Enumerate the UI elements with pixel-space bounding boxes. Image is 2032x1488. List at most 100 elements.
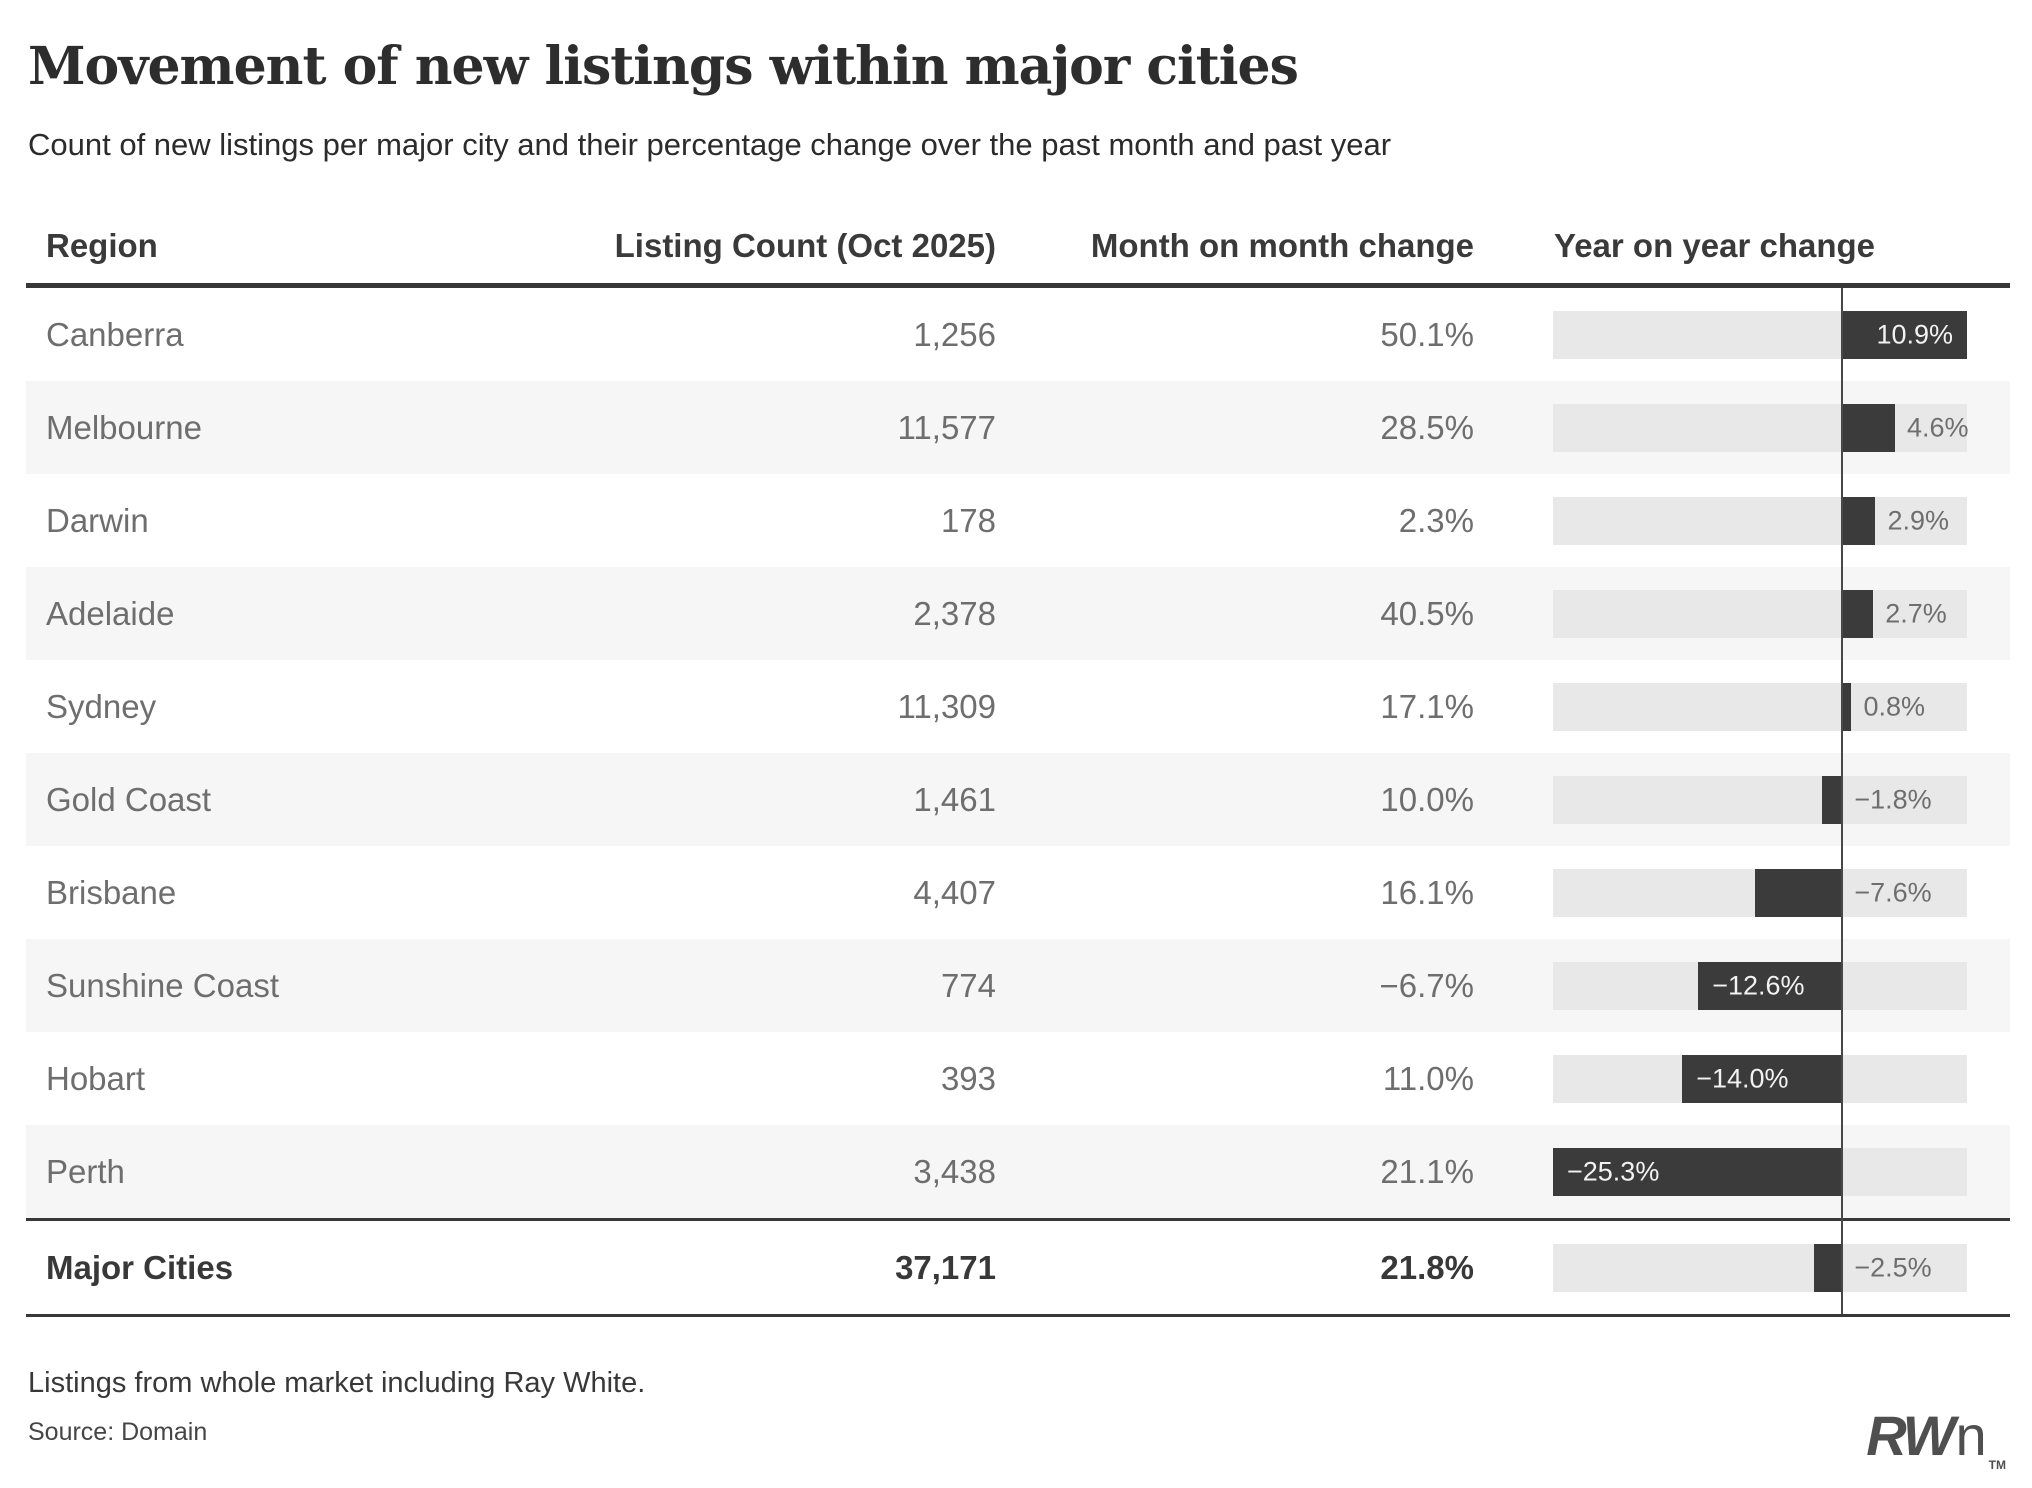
yoy-change-cell: −14.0% [1474, 1054, 2010, 1103]
yoy-bar [1553, 1147, 1843, 1196]
yoy-bar-label: 10.9% [1876, 319, 1953, 349]
listing-count-cell: 178 [940, 501, 996, 539]
yoy-bar-label: −12.6% [1712, 970, 1805, 1000]
column-header-region: Region [46, 227, 158, 264]
table-row: Sydney 11,309 17.1% 0.8% [26, 660, 2010, 753]
zero-axis-line [1841, 288, 1844, 1314]
yoy-change-cell: 0.8% [1474, 682, 2010, 731]
yoy-bar [1842, 403, 1895, 452]
region-cell: Canberra [46, 315, 184, 353]
listing-count-cell: 1,256 [913, 315, 996, 353]
table-row: Perth 3,438 21.1% −25.3% [26, 1125, 2010, 1218]
yoy-bar-label: 0.8% [1863, 691, 1926, 721]
yoy-bar-track: 2.9% [1553, 496, 1967, 545]
listing-count-cell: 11,577 [897, 408, 996, 446]
yoy-change-cell: −7.6% [1474, 868, 2010, 917]
listing-count-cell: 1,461 [913, 780, 996, 818]
yoy-change-cell: 2.7% [1474, 589, 2010, 638]
yoy-change-cell: −1.8% [1474, 775, 2010, 824]
listing-count-cell: 2,378 [913, 594, 996, 632]
yoy-bar [1682, 1054, 1843, 1103]
mom-change-cell: 17.1% [1380, 687, 1474, 725]
yoy-change-cell: 10.9% [1474, 310, 2010, 359]
region-cell: Perth [46, 1152, 125, 1190]
yoy-change-cell: −25.3% [1474, 1147, 2010, 1196]
table-header-row: Region Listing Count (Oct 2025) Month on… [26, 227, 2010, 288]
yoy-bar-track: 0.8% [1553, 682, 1967, 731]
table-row: Hobart 393 11.0% −14.0% [26, 1032, 2010, 1125]
mom-change-cell: 40.5% [1380, 594, 1474, 632]
mom-change-cell: 2.3% [1398, 501, 1474, 539]
yoy-bar [1755, 868, 1843, 917]
listings-table: Region Listing Count (Oct 2025) Month on… [26, 227, 2010, 1317]
yoy-bar-track: −1.8% [1553, 775, 1967, 824]
yoy-bar [1821, 775, 1843, 824]
rwn-logo-n: n [1955, 1404, 1987, 1467]
table-row: Darwin 178 2.3% 2.9% [26, 474, 2010, 567]
rwn-logo-rw: RW [1866, 1404, 1955, 1467]
region-cell: Sunshine Coast [46, 966, 279, 1004]
region-cell: Brisbane [46, 873, 177, 911]
yoy-bar-label: 4.6% [1906, 412, 1969, 442]
listing-count-cell: 4,407 [913, 873, 996, 911]
yoy-bar-label: 2.9% [1887, 505, 1950, 535]
listing-count-cell: 774 [940, 966, 996, 1004]
yoy-bar [1842, 589, 1874, 638]
table-row: Sunshine Coast 774 −6.7% −12.6% [26, 939, 2010, 1032]
table-row: Major Cities 37,171 21.8% −2.5% [26, 1218, 2010, 1314]
mom-change-cell: 28.5% [1380, 408, 1474, 446]
page-subtitle: Count of new listings per major city and… [28, 127, 1392, 162]
region-cell: Adelaide [46, 594, 175, 632]
column-header-listing-count: Listing Count (Oct 2025) [614, 227, 996, 264]
yoy-bar-track: −12.6% [1553, 961, 1967, 1010]
yoy-bar-label: 2.7% [1885, 598, 1947, 628]
listing-count-cell: 11,309 [897, 687, 996, 725]
listing-count-cell: 3,438 [913, 1152, 996, 1190]
table-row: Gold Coast 1,461 10.0% −1.8% [26, 753, 2010, 846]
table-row: Canberra 1,256 50.1% 10.9% [26, 288, 2010, 381]
yoy-bar-track: −2.5% [1553, 1243, 1967, 1292]
column-header-mom-change: Month on month change [1090, 227, 1474, 264]
yoy-bar-label: −2.5% [1854, 1252, 1932, 1282]
region-cell: Darwin [46, 501, 149, 539]
yoy-bar-track: 4.6% [1553, 403, 1969, 452]
yoy-change-cell: 4.6% [1474, 403, 2010, 452]
yoy-bar-label: −25.3% [1567, 1156, 1660, 1186]
mom-change-cell: −6.7% [1379, 966, 1475, 1004]
table-row: Brisbane 4,407 16.1% −7.6% [26, 846, 2010, 939]
column-header-yoy-change: Year on year change [1554, 227, 1875, 264]
listing-count-cell: 393 [940, 1059, 996, 1097]
yoy-bar [1842, 310, 1967, 359]
yoy-bar-label: −14.0% [1696, 1063, 1789, 1093]
yoy-bar [1842, 496, 1876, 545]
mom-change-cell: 16.1% [1380, 873, 1474, 911]
listing-count-cell: 37,171 [895, 1248, 996, 1286]
yoy-bar-track: 10.9% [1553, 310, 1967, 359]
yoy-bar-track: −25.3% [1553, 1147, 1967, 1196]
mom-change-cell: 21.1% [1380, 1152, 1474, 1190]
yoy-bar [1842, 682, 1852, 731]
yoy-bar [1698, 961, 1843, 1010]
yoy-bar-track: −14.0% [1553, 1054, 1967, 1103]
yoy-change-cell: 2.9% [1474, 496, 2010, 545]
table-body: Canberra 1,256 50.1% 10.9% Melbourne 11,… [26, 288, 2010, 1317]
table-row: Melbourne 11,577 28.5% 4.6% [26, 381, 2010, 474]
region-cell: Major Cities [46, 1248, 234, 1286]
yoy-bar [1813, 1243, 1843, 1292]
region-cell: Sydney [46, 687, 157, 725]
trademark-symbol: TM [1988, 1458, 2006, 1472]
mom-change-cell: 11.0% [1382, 1059, 1474, 1097]
page-title: Movement of new listings within major ci… [28, 36, 1299, 97]
yoy-change-cell: −12.6% [1474, 961, 2010, 1010]
yoy-bar-label: −7.6% [1854, 877, 1932, 907]
mom-change-cell: 10.0% [1380, 780, 1474, 818]
rwn-logo: RWn TM [1866, 1408, 2006, 1472]
region-cell: Hobart [46, 1059, 146, 1097]
footnote: Listings from whole market including Ray… [28, 1367, 646, 1399]
table-row: Adelaide 2,378 40.5% 2.7% [26, 567, 2010, 660]
yoy-bar-track: −7.6% [1553, 868, 1967, 917]
region-cell: Melbourne [46, 408, 202, 446]
mom-change-cell: 21.8% [1380, 1248, 1474, 1286]
yoy-bar-label: −1.8% [1854, 784, 1932, 814]
